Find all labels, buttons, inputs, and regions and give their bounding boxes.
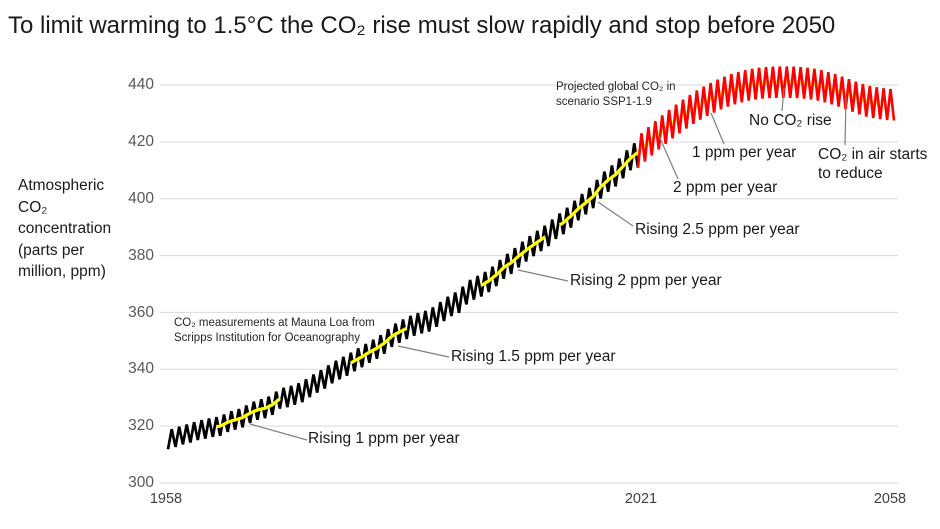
x-tick-2021: 2021 [624,491,658,507]
trend-line-segment-1 [216,397,281,429]
y-tick-420: 420 [128,133,154,150]
annotation-2ppm: 2 ppm per year [673,179,778,196]
chart-title: To limit warming to 1.5°C the CO₂ rise m… [8,12,836,39]
leader-rising-1ppm [249,423,308,441]
measured-co2-curve [166,143,640,450]
y-tick-380: 380 [128,247,154,264]
annotation-no-co2-rise: No CO₂ rise [749,112,832,129]
leader-co2-reduce [844,96,847,146]
x-tick-2058: 2058 [873,491,907,507]
projected-scenario-note: Projected global CO₂ in scenario SSP1-1.… [556,81,676,108]
leader-1ppm [710,112,725,145]
measured-source-note: CO₂ measurements at Mauna Loa from Scrip… [174,317,375,344]
y-axis-label: Atmospheric CO₂ concentration (parts per… [18,177,112,280]
trend-line-segment-3 [480,235,546,287]
trend-line-segment-2 [349,326,408,365]
y-tick-400: 400 [128,190,154,207]
leader-rising-2ppm [517,269,569,282]
x-tick-1958: 1958 [149,491,183,507]
y-tick-440: 440 [128,76,154,93]
annotation-rising-1ppm: Rising 1 ppm per year [308,430,460,447]
y-tick-320: 320 [128,417,154,434]
annotation-co2-reduce: CO₂ in air starts to reduce [818,146,928,182]
y-tick-340: 340 [128,360,154,377]
leader-rising-1-5ppm [397,345,450,358]
y-tick-300: 300 [128,474,154,491]
annotation-rising-1-5ppm: Rising 1.5 ppm per year [451,348,616,365]
projected-co2-curve [636,66,896,168]
y-tick-360: 360 [128,304,154,321]
leader-rising-2-5ppm [597,201,634,227]
annotation-rising-2ppm: Rising 2 ppm per year [570,272,722,289]
annotation-rising-2-5ppm: Rising 2.5 ppm per year [635,221,800,238]
leader-no-co2-rise [781,87,785,112]
leader-2ppm [658,135,679,180]
annotation-1ppm: 1 ppm per year [692,144,797,161]
